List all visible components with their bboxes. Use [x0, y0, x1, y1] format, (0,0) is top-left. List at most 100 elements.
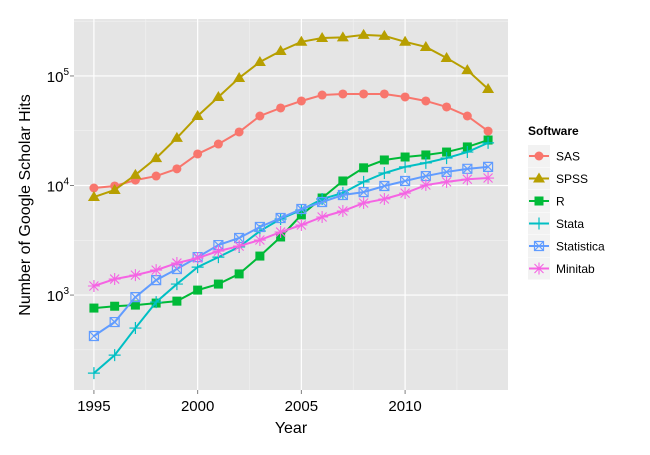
- data-point-minitab: [233, 240, 246, 253]
- data-point-spss: [419, 40, 432, 51]
- data-point-spss: [233, 71, 246, 82]
- legend-key-marker-spss: [533, 172, 545, 183]
- data-point-statistica: [337, 189, 348, 201]
- data-point-statistica: [400, 175, 411, 187]
- y-tick-base: 10: [47, 179, 64, 196]
- series-layer: [87, 28, 495, 380]
- data-point-stata: [440, 152, 453, 165]
- data-point-minitab: [461, 173, 474, 186]
- data-point-sas: [421, 96, 431, 106]
- data-point-statistica: [151, 274, 162, 286]
- series-sas: [89, 89, 493, 193]
- series-spss: [87, 28, 495, 202]
- x-tick-label: 1995: [77, 398, 110, 415]
- data-point-statistica: [109, 316, 120, 328]
- data-point-statistica: [441, 166, 452, 178]
- legend-label-r: R: [556, 195, 565, 209]
- data-point-minitab: [108, 273, 121, 286]
- y-tick-base: 10: [47, 69, 64, 86]
- data-point-statistica: [317, 196, 328, 208]
- data-point-r: [255, 251, 265, 261]
- data-point-stata: [150, 296, 163, 309]
- y-axis-title: Number of Google Scholar Hits: [17, 94, 34, 315]
- data-point-spss: [212, 90, 225, 101]
- data-point-statistica: [234, 232, 245, 244]
- data-point-spss: [440, 51, 453, 62]
- data-point-spss: [191, 109, 204, 120]
- data-point-spss: [336, 31, 349, 42]
- data-point-sas: [193, 149, 203, 159]
- data-point-r: [213, 279, 223, 289]
- data-point-r: [172, 296, 182, 306]
- legend-label-stata: Stata: [556, 217, 584, 231]
- data-point-statistica: [379, 180, 390, 192]
- data-point-minitab: [87, 280, 100, 293]
- data-point-stata: [357, 175, 370, 188]
- series-line-minitab: [93, 177, 489, 287]
- data-point-sas: [276, 103, 286, 113]
- data-point-sas: [359, 89, 369, 99]
- data-point-stata: [461, 146, 474, 159]
- data-point-r: [130, 300, 140, 310]
- data-point-r: [379, 155, 389, 165]
- legend-key-marker-stata: [533, 217, 545, 230]
- plot-panel: [74, 19, 508, 390]
- series-line-statistica: [93, 165, 489, 337]
- legend-label-sas: SAS: [556, 150, 580, 164]
- legend-title: Software: [528, 124, 579, 138]
- data-point-statistica: [130, 292, 141, 303]
- data-point-sas: [296, 96, 306, 106]
- data-point-minitab: [150, 264, 163, 277]
- legend-key-marker-statistica: [533, 240, 545, 252]
- data-point-stata: [482, 136, 495, 149]
- data-point-sas: [213, 139, 223, 149]
- data-point-stata: [419, 156, 432, 169]
- data-point-r: [89, 303, 99, 313]
- data-point-r: [442, 147, 452, 157]
- series-minitab: [87, 172, 495, 293]
- data-point-minitab: [170, 257, 183, 270]
- data-point-spss: [87, 191, 100, 202]
- data-point-spss: [357, 28, 370, 39]
- data-point-r: [400, 152, 410, 162]
- y-tick-label: 103: [47, 286, 70, 305]
- data-point-spss: [316, 32, 329, 43]
- data-point-minitab: [316, 210, 329, 223]
- data-point-minitab: [212, 245, 225, 258]
- legend-label-spss: SPSS: [556, 172, 588, 186]
- data-point-sas: [89, 183, 99, 193]
- data-point-spss: [253, 56, 266, 67]
- data-point-minitab: [482, 172, 495, 185]
- y-tick-exponent: 4: [63, 177, 69, 188]
- data-point-sas: [172, 164, 182, 174]
- data-point-statistica: [296, 203, 307, 215]
- legend-label-minitab: Minitab: [556, 262, 595, 276]
- data-point-sas: [442, 102, 452, 112]
- data-point-minitab: [378, 193, 391, 206]
- data-point-statistica: [358, 187, 369, 198]
- data-point-spss: [399, 35, 412, 46]
- data-point-stata: [378, 167, 391, 180]
- data-point-r: [359, 163, 369, 173]
- data-point-minitab: [191, 251, 204, 264]
- y-tick-exponent: 5: [63, 67, 69, 78]
- data-point-statistica: [275, 212, 286, 224]
- data-point-sas: [379, 89, 389, 99]
- data-point-r: [234, 269, 244, 279]
- data-point-spss: [274, 44, 287, 55]
- x-tick-label: 2005: [285, 398, 318, 415]
- data-point-statistica: [88, 330, 100, 342]
- grid-lines: [74, 19, 508, 390]
- data-point-stata: [399, 160, 412, 173]
- data-point-minitab: [253, 234, 266, 247]
- data-point-minitab: [399, 187, 412, 200]
- data-point-sas: [234, 127, 244, 137]
- data-point-statistica: [462, 163, 473, 174]
- series-line-spss: [93, 33, 489, 198]
- data-point-minitab: [295, 219, 308, 232]
- legend: Software SAS SPSS R Stata Statistica Minitab: [528, 124, 605, 280]
- data-point-minitab: [357, 197, 370, 210]
- data-point-sas: [151, 171, 161, 181]
